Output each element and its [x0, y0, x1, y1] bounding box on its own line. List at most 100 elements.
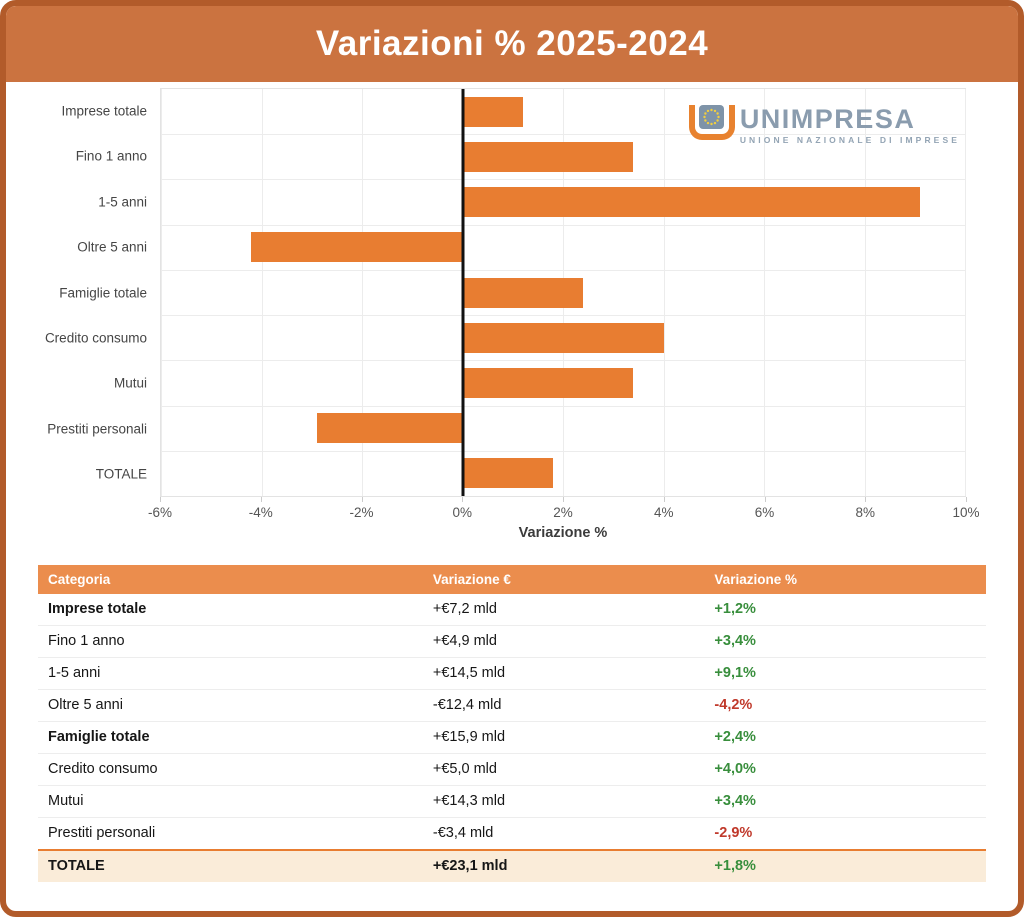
gridline-vertical [362, 89, 363, 496]
u-bracket-icon [688, 105, 735, 140]
table-header-cell-variazione: Variazione % [704, 565, 986, 594]
y-axis-label-1-5-anni: 1-5 anni [98, 194, 147, 210]
bar-totale [462, 458, 553, 489]
table-row-imprese-totale: Imprese totale +€7,2 mld +1,2% [38, 594, 986, 626]
variation-euro-cell: +€4,9 mld [422, 625, 705, 658]
plot-area: UNIMPRESA UNIONE NAZIONALE DI IMPRESE [160, 88, 966, 497]
variation-euro-cell: +€5,0 mld [422, 753, 705, 786]
variation-pct-cell: +3,4% [704, 785, 986, 818]
y-axis-label-famiglie-totale: Famiglie totale [59, 285, 147, 300]
gridline-vertical [965, 89, 966, 496]
variation-euro-cell: -€3,4 mld [422, 817, 705, 851]
variation-pct-cell: +1,2% [704, 594, 986, 626]
x-axis-ticks: -6% -4% -2% 0% 2% 4% 6% 8% 10% [148, 497, 980, 525]
zero-line [461, 89, 464, 496]
variation-pct-cell: +9,1% [704, 657, 986, 690]
x-axis-tickmark [966, 497, 967, 502]
logo-tagline: UNIONE NAZIONALE DI IMPRESE [739, 135, 960, 146]
unimpresa-logo: UNIMPRESA UNIONE NAZIONALE DI IMPRESE [688, 104, 960, 146]
table-row-mutui: Mutui +€14,3 mld +3,4% [38, 785, 986, 818]
x-axis-tickmark [563, 497, 564, 502]
category-cell: TOTALE [38, 849, 423, 882]
gridline-horizontal [161, 405, 965, 407]
x-axis-tick-label: 8% [855, 505, 876, 520]
category-cell: Mutui [38, 785, 423, 818]
x-axis-tick-label: -4% [248, 505, 273, 520]
table-row-fino-1-anno: Fino 1 anno +€4,9 mld +3,4% [38, 625, 986, 658]
x-axis-tickmark [160, 497, 161, 502]
gridline-horizontal [161, 450, 965, 452]
bar-1-5-anni [462, 187, 920, 218]
variations-table: Categoria Variazione € Variazione % Impres… [38, 565, 986, 882]
x-axis-tick-label: -6% [147, 505, 173, 520]
x-axis-tickmark [865, 497, 867, 502]
gridline-vertical [663, 89, 665, 496]
x-axis-tickmark [462, 497, 464, 502]
x-axis-tickmark [260, 497, 262, 502]
y-axis-label-imprese-totale: Imprese totale [61, 103, 147, 119]
x-axis-tick-label: 4% [653, 505, 674, 520]
category-cell: Oltre 5 anni [38, 689, 423, 722]
y-axis-label-fino-1-anno: Fino 1 anno [75, 148, 147, 164]
variation-euro-cell: +€14,5 mld [422, 657, 705, 690]
eu-flag-icon [699, 105, 725, 129]
variation-pct-cell: -2,9% [704, 817, 986, 851]
gridline-horizontal [161, 315, 965, 317]
bar-oltre-5-anni [251, 232, 463, 263]
gridline-vertical [161, 89, 162, 496]
category-cell: Fino 1 anno [38, 625, 423, 658]
gridline-vertical [261, 89, 263, 496]
category-cell: Credito consumo [38, 753, 423, 786]
table-header-cell-categoria: Categoria [38, 565, 423, 594]
y-axis-label-mutui: Mutui [113, 375, 147, 391]
bar-imprese-totale [462, 96, 523, 127]
x-axis-tick-label: 0% [452, 505, 473, 520]
y-axis-label-prestiti-personali: Prestiti personali [47, 421, 147, 437]
variation-euro-cell: +€15,9 mld [422, 721, 705, 754]
variation-euro-cell: +€23,1 mld [422, 849, 705, 882]
y-axis-label-oltre-5-anni: Oltre 5 anni [77, 239, 147, 255]
variation-pct-cell: +1,8% [704, 849, 986, 882]
variation-pct-cell: +4,0% [704, 753, 986, 786]
bar-credito-consumo [462, 322, 664, 353]
table-header-row: Categoria Variazione € Variazione % [38, 565, 986, 594]
page-header: Variazioni % 2025-2024 [6, 6, 1018, 82]
variation-euro-cell: +€7,2 mld [422, 594, 705, 626]
eu-stars-icon [703, 108, 721, 126]
gridline-horizontal [161, 134, 965, 136]
table-row-oltre-5-anni: Oltre 5 anni -€12,4 mld -4,2% [38, 689, 986, 722]
y-axis-label-credito-consumo: Credito consumo [44, 330, 147, 346]
gridline-horizontal [161, 269, 965, 271]
variation-pct-cell: +3,4% [704, 625, 986, 658]
chart-row: Imprese totale Fino 1 anno 1-5 anni Oltre 5… [6, 88, 1018, 497]
bar-mutui [462, 367, 634, 398]
y-axis-label-totale: TOTALE [95, 466, 147, 482]
x-axis-tick-label: 6% [754, 505, 775, 520]
table-row-credito-consumo: Credito consumo +€5,0 mld +4,0% [38, 753, 986, 786]
table-header-cell-variazione: Variazione € [422, 565, 705, 594]
bar-chart: Imprese totale Fino 1 anno 1-5 anni Oltre 5… [6, 88, 1018, 541]
page-title: Variazioni % 2025-2024 [315, 24, 709, 63]
x-axis-tick-label: -2% [349, 505, 374, 520]
bar-prestiti-personali [316, 413, 463, 444]
variation-pct-cell: +2,4% [704, 721, 986, 754]
category-cell: Prestiti personali [38, 817, 423, 851]
category-cell: Imprese totale [38, 594, 423, 626]
category-cell: 1-5 anni [38, 657, 423, 690]
variation-euro-cell: +€14,3 mld [422, 785, 705, 818]
variation-euro-cell: -€12,4 mld [422, 689, 705, 722]
x-axis-tick-label: 2% [553, 505, 573, 520]
table-row-1-5-anni: 1-5 anni +€14,5 mld +9,1% [38, 657, 986, 690]
variation-pct-cell: -4,2% [704, 689, 986, 722]
x-axis-title: Variazione % [518, 525, 608, 541]
x-axis-tickmark [361, 497, 363, 502]
y-axis-labels: Imprese totale Fino 1 anno 1-5 anni Oltre 5… [6, 88, 160, 497]
logo-name: UNIMPRESA [739, 104, 916, 134]
gridline-vertical [764, 89, 765, 496]
gridline-horizontal [161, 224, 965, 226]
x-axis-tickmark [764, 497, 766, 502]
bar-famiglie-totale [462, 277, 584, 308]
bar-fino-1-anno [462, 141, 634, 172]
total-row: TOTALE +€23,1 mld +1,8% [38, 849, 986, 882]
